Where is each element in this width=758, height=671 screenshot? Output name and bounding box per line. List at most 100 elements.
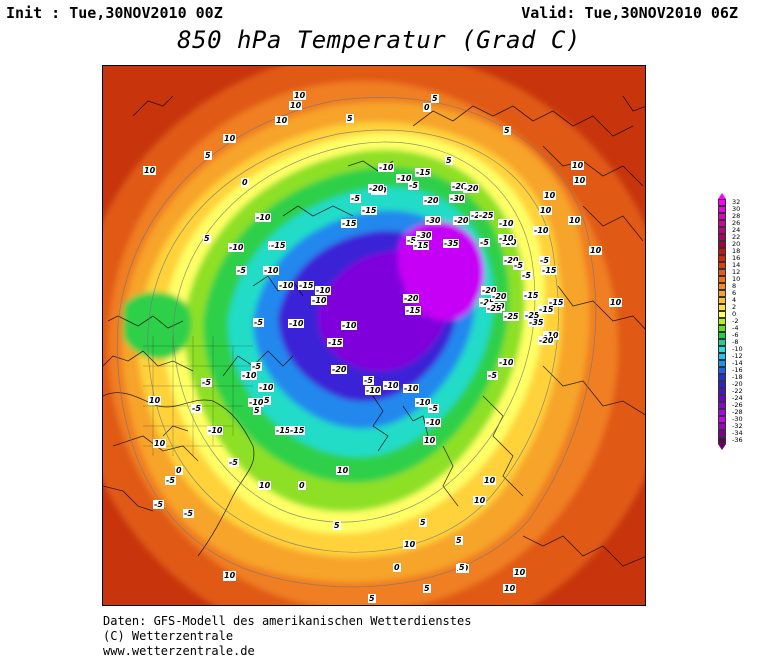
colorbar-tick-label: -34 [732, 429, 743, 437]
contour-label: -20 [451, 182, 468, 191]
contour-label: -10 [498, 358, 515, 367]
contour-label: 10 [423, 436, 437, 445]
contour-label: 5 [445, 156, 453, 165]
contour-label: -15 [523, 291, 540, 300]
contour-label: -20 [463, 184, 480, 193]
contour-label: -35 [528, 318, 545, 327]
contour-label: -25 [478, 211, 495, 220]
colorbar-segment [718, 206, 726, 213]
colorbar-segment [718, 360, 726, 367]
colorbar-tick-label: -6 [732, 331, 739, 339]
contour-label: 10 [513, 568, 527, 577]
contour-label: 0 [175, 466, 183, 475]
colorbar-tick-label: -20 [732, 380, 743, 388]
contour-label: 5 [204, 151, 212, 160]
valid-time: Valid: Tue,30NOV2010 06Z [521, 4, 738, 22]
colorbar-tick-label: 8 [732, 282, 737, 290]
contour-label: 5 [346, 114, 354, 123]
colorbar-tick-label: 20 [732, 240, 741, 248]
contour-label: -5 [165, 476, 176, 485]
colorbar-tick-label: 18 [732, 247, 741, 255]
colorbar-segment [718, 409, 726, 416]
contour-label: -5 [191, 404, 202, 413]
contour-label: -15 [548, 298, 565, 307]
footer-website[interactable]: www.wetterzentrale.de [103, 644, 255, 658]
colorbar-segment [718, 262, 726, 269]
colorbar-segment [718, 318, 726, 325]
colorbar-tick-label: 30 [732, 205, 741, 213]
colorbar-segment [718, 297, 726, 304]
contour-label: -5 [521, 271, 532, 280]
colorbar-tick-label: 4 [732, 296, 737, 304]
contour-label: -10 [396, 174, 413, 183]
contour-label: 0 [423, 103, 431, 112]
contour-label: -5 [253, 318, 264, 327]
contour-label: -20 [331, 365, 348, 374]
contour-label: -5 [487, 371, 498, 380]
contour-label: -20 [403, 294, 420, 303]
temperature-map[interactable]: 10 10 10 5 10 10 5 5 5 10 10 10 10 10 10 5 0 0 5 -10 -15 -5 -1… [102, 65, 646, 606]
contour-label: -10 [415, 398, 432, 407]
init-time: Init : Tue,30NOV2010 00Z [6, 4, 223, 22]
contour-label: -5 [183, 509, 194, 518]
contour-label: -20 [491, 292, 508, 301]
colorbar-tick-label: 22 [732, 233, 741, 241]
contour-label: -10 [378, 163, 395, 172]
colorbar-segment [718, 311, 726, 318]
contour-label: -10 [241, 371, 258, 380]
colorbar-segment [718, 437, 726, 444]
contour-label: -10 [498, 219, 515, 228]
contour-label: -10 [311, 296, 328, 305]
colorbar-tick-label: -22 [732, 387, 743, 395]
colorbar-segment [718, 241, 726, 248]
contour-label: -10 [533, 226, 550, 235]
contour-label: -25 [524, 311, 541, 320]
contour-label: -5 [513, 261, 524, 270]
colorbar-tick-label: 10 [732, 275, 741, 283]
colorbar-tick-label: 28 [732, 212, 741, 220]
contour-label: 10 [543, 191, 557, 200]
colorbar-segment [718, 213, 726, 220]
colorbar-tick-label: -8 [732, 338, 739, 346]
contour-label: -15 [413, 241, 430, 250]
contour-label: -30 [416, 231, 433, 240]
contour-label: -5 [408, 181, 419, 190]
contour-label: -25 [486, 304, 503, 313]
contour-label: 5 [419, 518, 427, 527]
colorbar-segment [718, 395, 726, 402]
footer-copyright: (C) Wetterzentrale [103, 629, 234, 643]
colorbar-segment [718, 423, 726, 430]
contour-label: -5 [406, 236, 417, 245]
contour-label: 5 [431, 94, 439, 103]
contour-label: -10 [288, 319, 305, 328]
contour-label: -5 [428, 404, 439, 413]
contour-label: -10 [228, 243, 245, 252]
contour-label: -5 [479, 238, 490, 247]
contour-label: 5 [455, 536, 463, 545]
contour-label: 0 [241, 178, 249, 187]
contour-label: -10 [365, 386, 382, 395]
colorbar-top-arrow [718, 193, 726, 199]
colorbar-tick-label: 26 [732, 219, 741, 227]
colorbar-segment [718, 367, 726, 374]
contour-label: -15 [415, 168, 432, 177]
contour-label: 10 [148, 396, 162, 405]
colorbar-segment [718, 248, 726, 255]
contour-label: 10 [336, 466, 350, 475]
colorbar-segment [718, 416, 726, 423]
contour-label: -20 [423, 196, 440, 205]
contour-label: -5 [363, 376, 374, 385]
colorbar-segment [718, 269, 726, 276]
contour-label: 0 [393, 563, 401, 572]
contour-label: -20 [538, 336, 555, 345]
contour-label: 10 [143, 166, 157, 175]
colorbar-segment [718, 325, 726, 332]
temperature-field [103, 66, 645, 605]
contour-label: -25 [479, 298, 496, 307]
contour-label: -15 [275, 426, 292, 435]
contour-label: -25 [503, 312, 520, 321]
contour-label: 10 [483, 476, 497, 485]
contour-label: 5 [263, 396, 271, 405]
contour-label: 10 [223, 571, 237, 580]
contour-label: 10 [473, 496, 487, 505]
